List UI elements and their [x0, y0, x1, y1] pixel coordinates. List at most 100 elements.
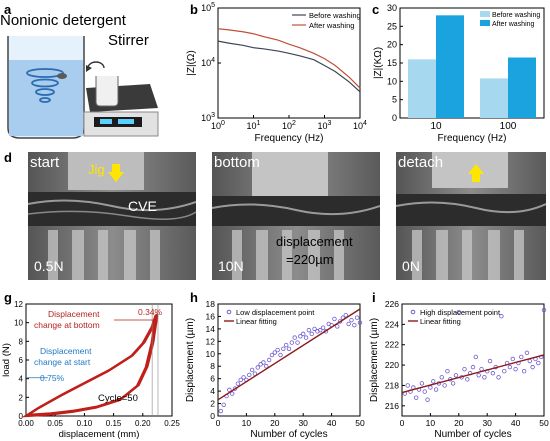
data-point [335, 324, 340, 329]
data-point [482, 375, 487, 380]
y-tick-label: 25 [387, 21, 397, 31]
legend-swatch-0 [480, 11, 490, 17]
up-arrow-icon [468, 164, 484, 182]
legend-swatch-1 [480, 20, 490, 26]
displacement-label: displacement [276, 234, 353, 249]
data-point [465, 377, 470, 382]
hysteresis-cycle-3 [23, 313, 159, 417]
legend-label-0: Before washing [492, 12, 540, 19]
jig [68, 152, 144, 190]
data-point [332, 316, 337, 322]
y-tick-label: 15 [387, 58, 397, 68]
x-tick-label: 0 [216, 418, 221, 428]
data-point [439, 375, 444, 380]
legend-swatch-0 [410, 309, 416, 315]
state-label-start: start [30, 154, 60, 171]
data-point [527, 358, 532, 364]
data-point [266, 357, 272, 363]
x-tick-label: 104 [353, 120, 367, 131]
displacement-value: =220µm [286, 252, 334, 267]
y-tick-label: 8 [19, 337, 24, 346]
y-tick-label: 12 [206, 336, 216, 346]
data-point [227, 387, 232, 393]
data-point [496, 375, 501, 380]
x-axis-label: Frequency (Hz) [438, 133, 507, 144]
data-point [524, 350, 530, 356]
x-tick-label: 100 [500, 121, 517, 132]
annotation-bottom-line2: change at bottom [34, 320, 100, 330]
data-point [431, 379, 436, 384]
data-point [303, 335, 309, 340]
data-point [530, 364, 535, 370]
y-tick-label: 0 [210, 411, 215, 421]
y-tick-label: 14 [206, 324, 216, 334]
data-point [433, 387, 439, 392]
y-tick-label: 2 [210, 399, 215, 409]
panel-label-d: d [4, 150, 12, 165]
down-arrow-icon [108, 164, 124, 182]
data-point [300, 331, 306, 337]
force-label-detach: 0N [402, 258, 420, 274]
data-point [425, 397, 430, 402]
x-axis-label: Frequency (Hz) [255, 133, 324, 144]
x-tick-label: 20 [270, 418, 280, 428]
y-axis-label: |Z|(Ω) [186, 50, 197, 75]
legend-label-1: Linear fitting [236, 317, 277, 326]
data-point [513, 366, 518, 372]
y-axis-label: |Z|(KΩ) [373, 47, 384, 79]
x-tick-label: 0.20 [135, 419, 151, 428]
y-axis-label: Displacement (µm) [185, 318, 196, 402]
x-axis-label: Number of cycles [434, 429, 511, 440]
impedance-line-chart: 100 101 102 103 104 103 104 105 Frequency (Hz) |Z… [186, 2, 367, 144]
data-point [337, 319, 343, 324]
plot-frame [401, 303, 545, 417]
y-tick-label: 20 [387, 40, 397, 50]
data-point [295, 340, 300, 345]
fit-line [401, 354, 545, 394]
legend-label-0: High displacement point [420, 308, 501, 317]
data-point [312, 326, 317, 332]
y-tick-label: 10 [387, 76, 397, 86]
y-tick-label: 10 [14, 319, 23, 328]
data-point [541, 307, 547, 313]
x-tick-label: 0.10 [77, 419, 93, 428]
data-point [221, 402, 226, 407]
x-tick-label: 0.25 [164, 419, 180, 428]
x-axis-label: Number of cycles [250, 429, 327, 440]
y-tick-label: 16 [206, 311, 216, 321]
data-point [249, 367, 255, 373]
y-tick-label: 218 [385, 380, 399, 390]
panel-label-g: g [4, 290, 12, 305]
y-tick-label: 12 [14, 300, 23, 309]
legend-label-1: After washing [492, 21, 535, 28]
data-point [218, 408, 224, 414]
stirrer-label: Stirrer [108, 32, 149, 49]
data-point [261, 360, 266, 365]
data-point [470, 364, 476, 370]
data-point [232, 386, 238, 391]
annotation-bottom-line1: Displacement [48, 309, 100, 319]
data-point [238, 377, 243, 383]
data-point [247, 372, 252, 378]
data-point [292, 335, 297, 340]
panel-label-i: i [372, 290, 376, 305]
data-point [241, 375, 246, 380]
data-point [346, 321, 351, 327]
state-label-detach: detach [398, 154, 444, 171]
x-tick-label: 20 [454, 418, 464, 428]
y-tick-label: 4 [19, 375, 24, 384]
x-tick-label: 10 [242, 418, 252, 428]
x-tick-label: 0.00 [18, 419, 34, 428]
x-axis-label: displacement (mm) [59, 429, 140, 440]
data-point [349, 317, 354, 323]
x-tick-label: 0.15 [106, 419, 122, 428]
y-axis-label: Displacement (µm) [369, 318, 380, 402]
data-point [320, 325, 326, 330]
data-point [278, 352, 283, 358]
bar-0-0 [408, 59, 436, 118]
series-line-1 [217, 28, 361, 89]
x-tick-label: 40 [327, 418, 337, 428]
data-point [306, 327, 312, 333]
data-point [519, 354, 524, 360]
